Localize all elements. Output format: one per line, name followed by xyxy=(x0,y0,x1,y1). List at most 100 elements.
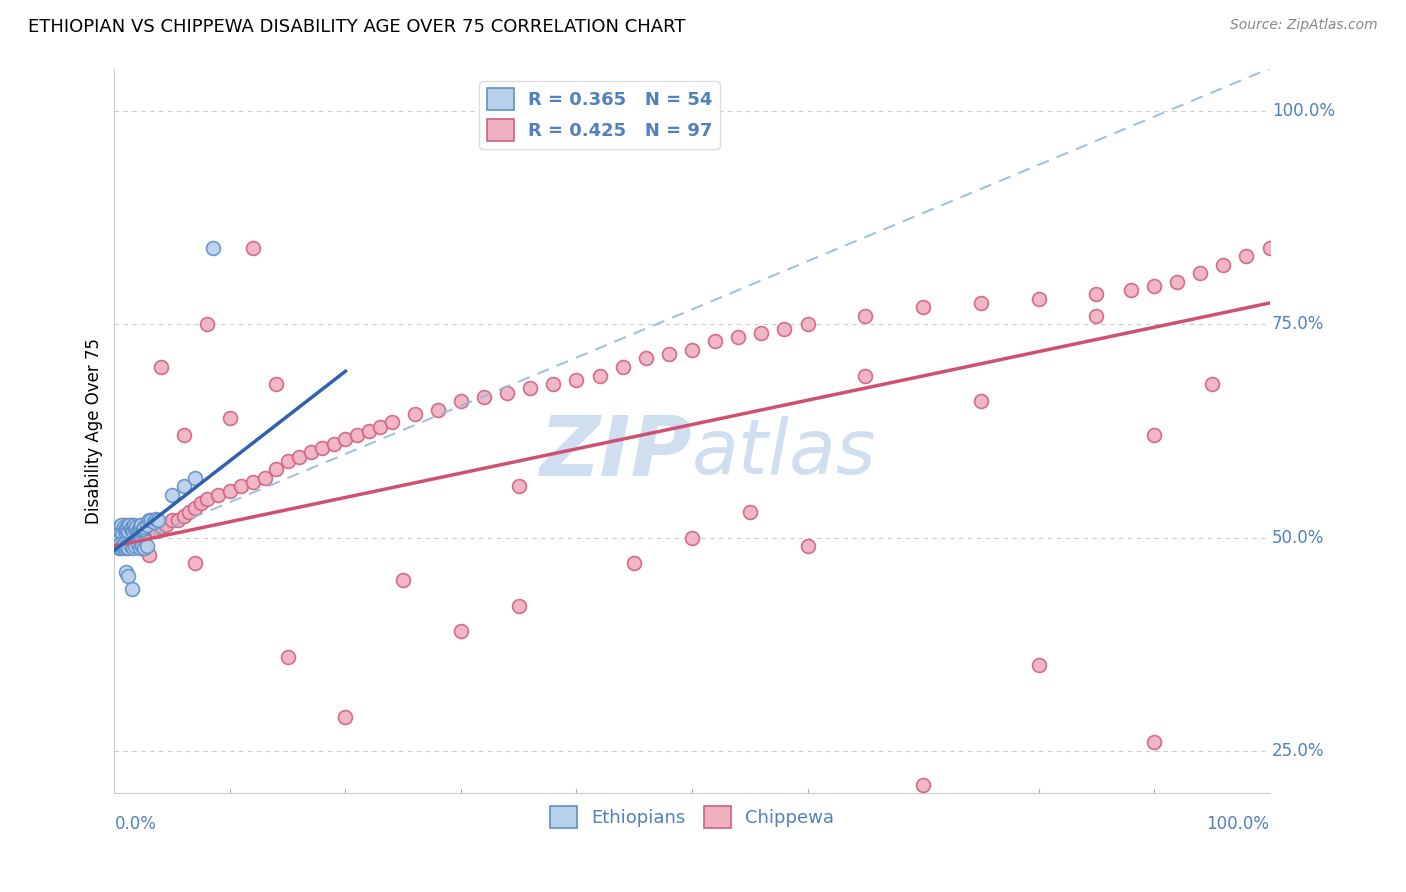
Point xyxy=(727,330,749,344)
Point xyxy=(128,541,150,555)
Point xyxy=(115,522,138,536)
Point xyxy=(179,505,201,519)
Point xyxy=(496,385,519,400)
Point xyxy=(1085,309,1108,323)
Point xyxy=(634,351,657,366)
Point xyxy=(118,526,141,541)
Point xyxy=(122,517,145,532)
Point xyxy=(131,539,153,553)
Point xyxy=(519,381,541,395)
Text: 100.0%: 100.0% xyxy=(1272,103,1334,120)
Point xyxy=(299,445,322,459)
Point xyxy=(773,321,796,335)
Point xyxy=(134,520,156,534)
Point xyxy=(311,441,333,455)
Point xyxy=(190,496,212,510)
Point xyxy=(127,537,149,551)
Point xyxy=(738,505,761,519)
Text: 75.0%: 75.0% xyxy=(1272,316,1324,334)
Point xyxy=(117,524,139,538)
Point xyxy=(450,394,472,409)
Text: 100.0%: 100.0% xyxy=(1206,814,1270,832)
Point xyxy=(681,531,703,545)
Point xyxy=(138,513,160,527)
Point xyxy=(110,517,132,532)
Point xyxy=(111,526,134,541)
Point xyxy=(135,539,157,553)
Point xyxy=(121,520,143,534)
Point xyxy=(129,517,152,532)
Point xyxy=(138,548,160,562)
Point xyxy=(681,343,703,357)
Point xyxy=(796,539,818,553)
Point xyxy=(623,556,645,570)
Point xyxy=(111,539,134,553)
Point xyxy=(145,524,167,538)
Point xyxy=(121,582,143,596)
Point xyxy=(149,520,172,534)
Point xyxy=(173,509,195,524)
Point xyxy=(1258,241,1281,255)
Point xyxy=(115,565,138,579)
Point xyxy=(108,520,131,534)
Point xyxy=(138,517,160,532)
Point xyxy=(120,539,142,553)
Point xyxy=(612,359,634,374)
Point xyxy=(207,488,229,502)
Point xyxy=(346,428,368,442)
Point xyxy=(911,778,934,792)
Point xyxy=(184,500,207,515)
Point xyxy=(132,522,155,536)
Text: 25.0%: 25.0% xyxy=(1272,742,1324,760)
Point xyxy=(115,520,138,534)
Point xyxy=(108,524,131,538)
Point xyxy=(160,513,183,527)
Point xyxy=(242,475,264,489)
Point xyxy=(117,541,139,555)
Point xyxy=(426,402,449,417)
Point xyxy=(135,517,157,532)
Point xyxy=(142,515,165,529)
Point xyxy=(588,368,610,383)
Point xyxy=(277,454,299,468)
Point xyxy=(112,537,135,551)
Point xyxy=(124,522,146,536)
Point xyxy=(110,541,132,555)
Point xyxy=(135,526,157,541)
Point xyxy=(134,541,156,555)
Point xyxy=(1085,287,1108,301)
Point xyxy=(114,524,136,538)
Point xyxy=(1201,377,1223,392)
Point xyxy=(124,539,146,553)
Point xyxy=(1143,735,1166,749)
Text: 0.0%: 0.0% xyxy=(114,814,156,832)
Y-axis label: Disability Age Over 75: Disability Age Over 75 xyxy=(86,338,103,524)
Point xyxy=(115,522,138,536)
Point xyxy=(160,488,183,502)
Text: 50.0%: 50.0% xyxy=(1272,529,1324,547)
Point xyxy=(242,241,264,255)
Point xyxy=(111,526,134,541)
Point xyxy=(264,377,287,392)
Point xyxy=(381,416,404,430)
Point xyxy=(796,318,818,332)
Point xyxy=(105,522,128,536)
Point xyxy=(508,479,530,493)
Point xyxy=(173,479,195,493)
Point xyxy=(149,359,172,374)
Text: ETHIOPIAN VS CHIPPEWA DISABILITY AGE OVER 75 CORRELATION CHART: ETHIOPIAN VS CHIPPEWA DISABILITY AGE OVE… xyxy=(28,18,686,36)
Point xyxy=(472,390,495,404)
Point xyxy=(108,537,131,551)
Point xyxy=(853,309,876,323)
Point xyxy=(1119,283,1142,297)
Point xyxy=(114,541,136,555)
Point xyxy=(108,522,131,536)
Point xyxy=(749,326,772,340)
Point xyxy=(112,520,135,534)
Point xyxy=(107,539,129,553)
Point xyxy=(1166,275,1188,289)
Point xyxy=(335,709,357,723)
Point xyxy=(120,522,142,536)
Point xyxy=(184,471,207,485)
Point xyxy=(404,407,426,421)
